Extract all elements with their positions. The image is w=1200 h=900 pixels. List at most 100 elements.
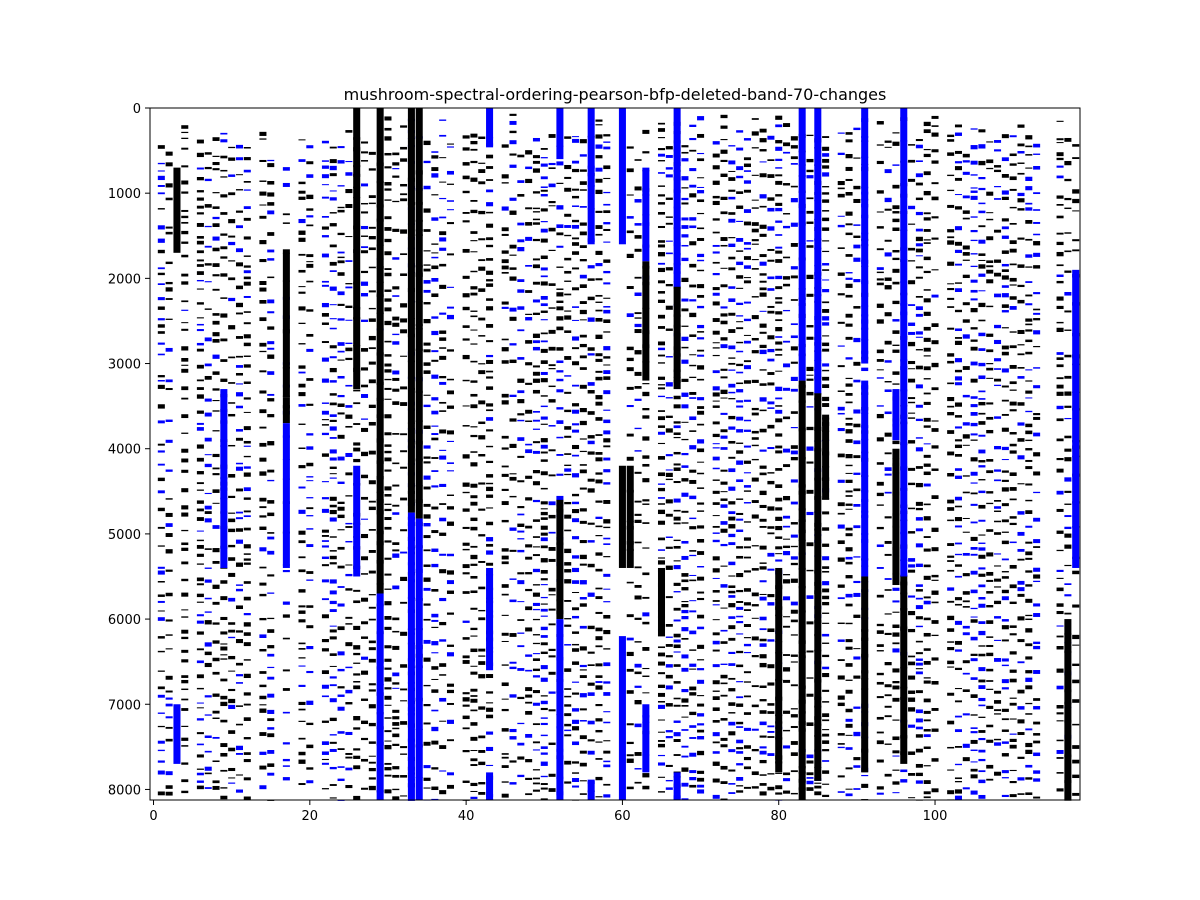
heatmap-cell bbox=[1072, 570, 1080, 575]
heatmap-cell bbox=[243, 364, 251, 368]
heatmap-cell bbox=[759, 643, 767, 647]
heatmap-cell bbox=[962, 573, 970, 577]
heatmap-cell bbox=[462, 692, 470, 695]
heatmap-cell bbox=[329, 367, 337, 373]
heatmap-cell bbox=[915, 182, 923, 186]
heatmap-cell bbox=[1001, 269, 1009, 272]
heatmap-cell bbox=[1056, 668, 1064, 673]
heatmap-cell bbox=[728, 456, 736, 459]
heatmap-cell bbox=[587, 353, 595, 356]
heatmap-cell bbox=[306, 348, 314, 352]
heatmap-cell bbox=[235, 312, 243, 315]
heatmap-cell bbox=[1056, 577, 1064, 579]
heatmap-cell bbox=[165, 439, 173, 443]
heatmap-cell bbox=[595, 636, 603, 641]
heatmap-cell bbox=[1025, 764, 1033, 768]
heatmap-cell bbox=[954, 132, 962, 136]
heatmap-cell bbox=[775, 450, 783, 454]
heatmap-cell bbox=[954, 402, 962, 407]
heatmap-cell bbox=[337, 651, 345, 656]
heatmap-cell bbox=[329, 555, 337, 560]
heatmap-cell bbox=[603, 588, 611, 590]
heatmap-cell bbox=[525, 420, 533, 422]
heatmap-cell bbox=[728, 440, 736, 444]
heatmap-cell bbox=[517, 413, 525, 416]
heatmap-cell bbox=[908, 595, 916, 598]
heatmap-cell bbox=[532, 441, 540, 444]
heatmap-cell bbox=[361, 787, 369, 790]
heatmap-cell bbox=[728, 721, 736, 726]
heatmap-cell bbox=[345, 666, 353, 669]
heatmap-cell bbox=[1064, 544, 1072, 549]
heatmap-cell bbox=[423, 765, 431, 769]
heatmap-cell bbox=[790, 601, 798, 606]
heatmap-cell bbox=[501, 233, 509, 236]
heatmap-cell bbox=[845, 429, 853, 434]
heatmap-cell bbox=[1017, 402, 1025, 406]
heatmap-cell bbox=[212, 371, 220, 375]
heatmap-cell bbox=[400, 497, 408, 501]
heatmap-cell bbox=[572, 237, 580, 240]
heatmap-cell bbox=[212, 192, 220, 194]
heatmap-cell bbox=[1009, 516, 1017, 519]
heatmap-cell bbox=[478, 508, 486, 511]
heatmap-cell bbox=[298, 306, 306, 311]
heatmap-cell bbox=[572, 555, 580, 559]
heatmap-cell bbox=[845, 575, 853, 579]
heatmap-cell bbox=[572, 188, 580, 191]
heatmap-cell bbox=[751, 514, 759, 519]
heatmap-cell bbox=[743, 247, 751, 250]
heatmap-cell bbox=[743, 163, 751, 168]
heatmap-cell bbox=[931, 340, 939, 345]
heatmap-cell bbox=[345, 731, 353, 736]
heatmap-cell bbox=[368, 722, 376, 727]
heatmap-cell bbox=[751, 636, 759, 641]
heatmap-cell bbox=[751, 604, 759, 607]
heatmap-cell bbox=[235, 189, 243, 191]
heatmap-cell bbox=[947, 628, 955, 632]
heatmap-cell bbox=[321, 564, 329, 567]
heatmap-cell bbox=[736, 321, 744, 323]
heatmap-cell bbox=[759, 173, 767, 178]
heatmap-cell bbox=[228, 219, 236, 224]
heatmap-cell bbox=[157, 686, 165, 690]
heatmap-cell bbox=[1001, 753, 1009, 757]
heatmap-cell bbox=[657, 172, 666, 174]
heatmap-cell bbox=[564, 270, 572, 274]
heatmap-cell bbox=[548, 425, 556, 427]
heatmap-cell bbox=[759, 428, 767, 433]
heatmap-cell bbox=[196, 620, 204, 624]
heatmap-cell bbox=[540, 722, 548, 726]
heatmap-cell bbox=[368, 658, 376, 663]
heatmap-cell bbox=[1025, 628, 1033, 633]
heatmap-cell bbox=[837, 597, 845, 600]
heatmap-column-segment bbox=[173, 704, 181, 764]
heatmap-cell bbox=[751, 379, 759, 383]
heatmap-cell bbox=[876, 462, 884, 465]
heatmap-cell bbox=[743, 490, 751, 492]
heatmap-cell bbox=[157, 192, 165, 195]
heatmap-cell bbox=[962, 153, 970, 158]
heatmap-cell bbox=[204, 204, 212, 208]
heatmap-cell bbox=[759, 580, 767, 583]
heatmap-cell bbox=[837, 540, 845, 545]
heatmap-cell bbox=[822, 158, 830, 163]
heatmap-cell bbox=[329, 437, 337, 439]
heatmap-cell bbox=[947, 283, 955, 285]
heatmap-cell bbox=[564, 781, 572, 784]
heatmap-cell bbox=[783, 416, 791, 420]
heatmap-cell bbox=[486, 429, 494, 432]
heatmap-cell bbox=[486, 166, 494, 169]
heatmap-cell bbox=[603, 469, 611, 473]
heatmap-cell bbox=[665, 478, 673, 481]
heatmap-cell bbox=[837, 524, 845, 529]
heatmap-cell bbox=[572, 361, 580, 366]
heatmap-cell bbox=[962, 422, 970, 426]
heatmap-cell bbox=[259, 732, 267, 736]
heatmap-cell bbox=[478, 162, 486, 164]
heatmap-cell bbox=[595, 309, 603, 312]
heatmap-cell bbox=[579, 301, 587, 304]
heatmap-cell bbox=[587, 739, 595, 742]
heatmap-cell bbox=[1001, 589, 1009, 594]
heatmap-cell bbox=[822, 301, 830, 304]
